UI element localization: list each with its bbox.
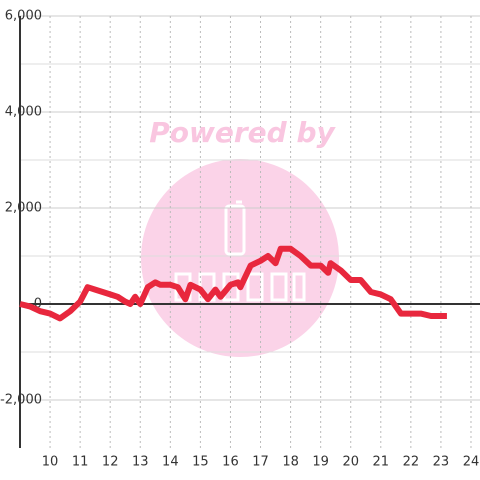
y-tick-label: 4,000: [5, 105, 42, 120]
y-tick-label: -2,000: [0, 393, 42, 408]
x-tick-label: 10: [42, 455, 59, 470]
x-tick-label: 23: [433, 455, 450, 470]
data-line: [19, 245, 447, 322]
x-tick-label: 12: [102, 455, 119, 470]
x-tick-label: 20: [342, 455, 359, 470]
y-tick-label: 2,000: [5, 201, 42, 216]
y-tick-label: 6,000: [5, 9, 42, 24]
x-tick-label: 22: [403, 455, 420, 470]
x-tick-label: 17: [252, 455, 269, 470]
x-tick-label: 19: [312, 455, 329, 470]
x-tick-label: 16: [222, 455, 239, 470]
x-tick-label: 13: [132, 455, 149, 470]
x-tick-label: 18: [282, 455, 299, 470]
x-tick-label: 15: [192, 455, 209, 470]
x-tick-label: 21: [373, 455, 390, 470]
x-tick-label: 11: [72, 455, 89, 470]
watermark: Powered by: [149, 116, 336, 149]
x-tick-label: 24: [463, 455, 480, 470]
x-tick-label: 14: [162, 455, 179, 470]
